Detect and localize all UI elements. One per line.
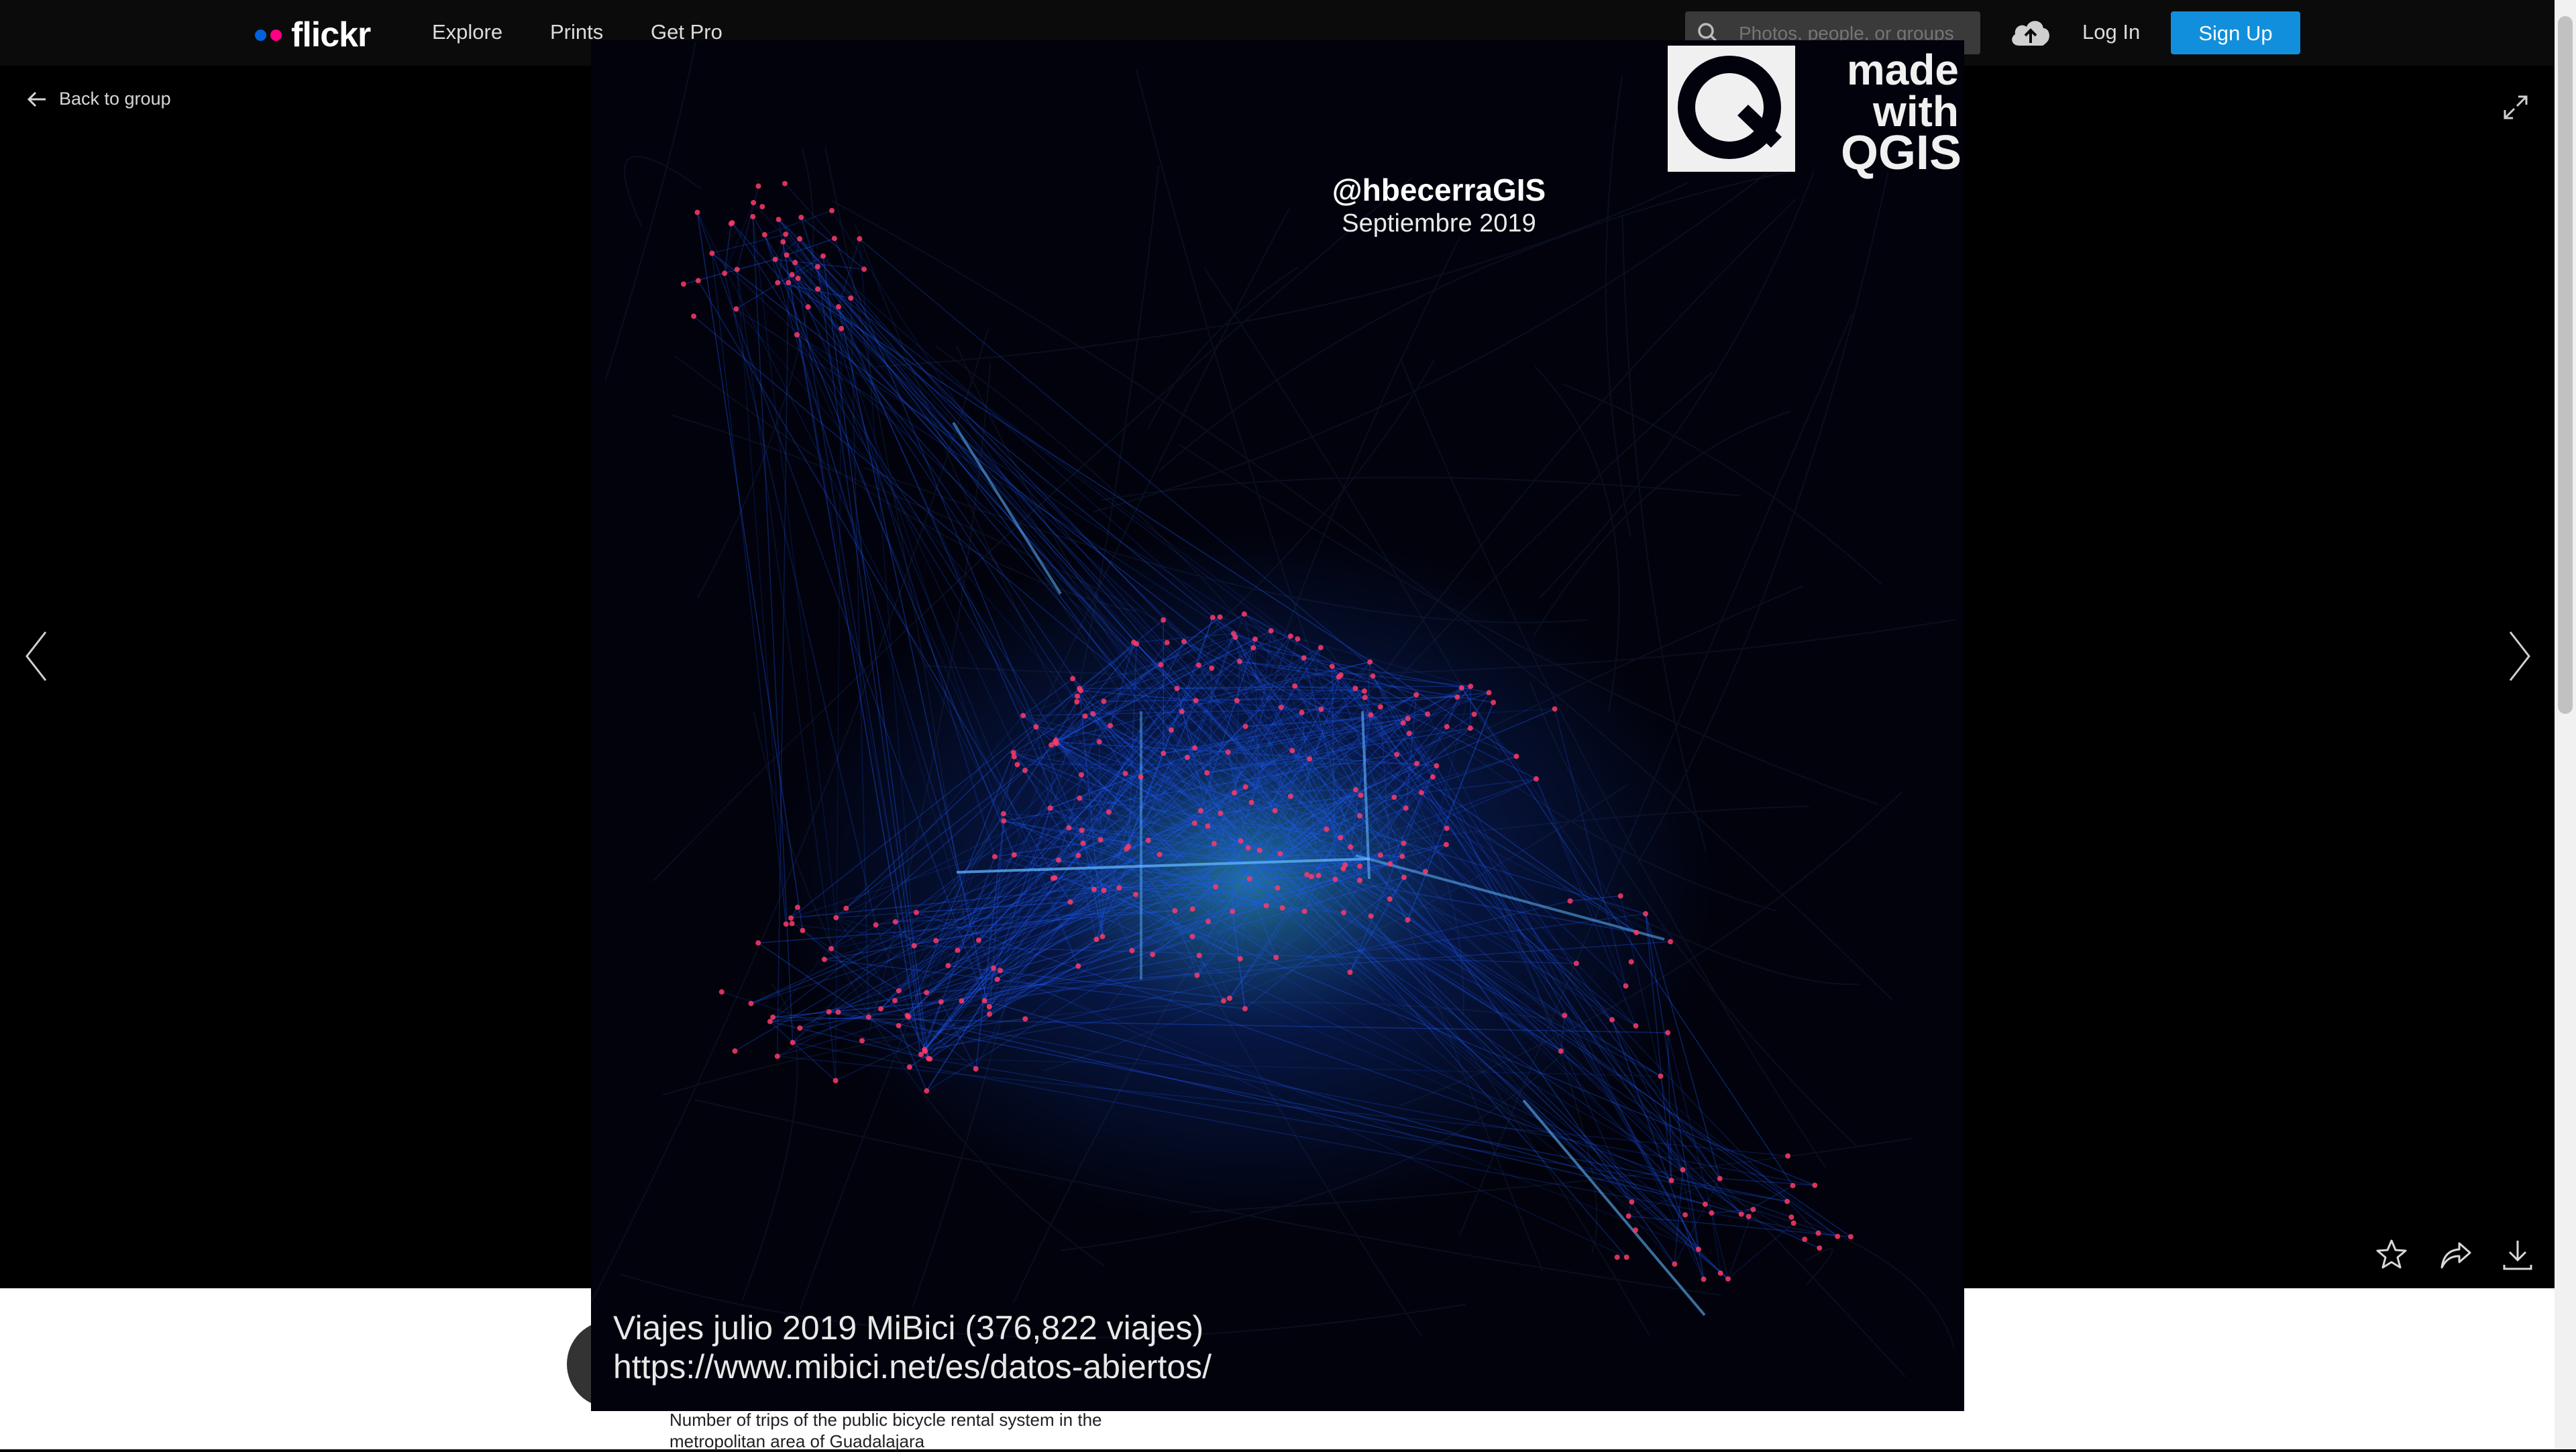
logo-pink-dot [270,30,282,41]
back-arrow-icon [27,91,47,108]
back-label: Back to group [59,89,171,109]
logo-text: flickr [291,15,370,55]
chevron-right-icon[interactable] [2506,629,2533,683]
caption-title: Viajes julio 2019 MiBici (376,822 viajes… [613,1308,1203,1347]
main-photo: made with QGIS @hbecerraGIS Septiembre 2… [591,40,1964,1411]
made-with-qgis-logo: made with QGIS [1664,40,1964,248]
scrollbar-thumb[interactable] [2558,16,2573,714]
download-icon[interactable] [2501,1238,2534,1272]
share-icon[interactable] [2439,1238,2473,1272]
login-link[interactable]: Log In [2082,20,2140,44]
expand-icon[interactable] [2502,94,2529,121]
nav-explore[interactable]: Explore [432,20,502,44]
back-to-group-link[interactable]: Back to group [27,89,171,109]
star-icon[interactable] [2375,1238,2408,1272]
logo-blue-dot [255,30,266,41]
photo-description: Number of trips of the public bicycle re… [669,1409,1166,1452]
upload-icon[interactable] [2008,15,2053,48]
badge-line-qgis: QGIS [1841,126,1962,180]
caption-url: https://www.mibici.net/es/datos-abiertos… [613,1347,1212,1386]
flickr-logo[interactable]: flickr [255,15,370,55]
chevron-left-icon[interactable] [23,629,50,683]
photo-date: Septiembre 2019 [1289,209,1589,238]
author-handle: @hbecerraGIS [1289,172,1589,208]
signup-button[interactable]: Sign Up [2171,11,2300,54]
